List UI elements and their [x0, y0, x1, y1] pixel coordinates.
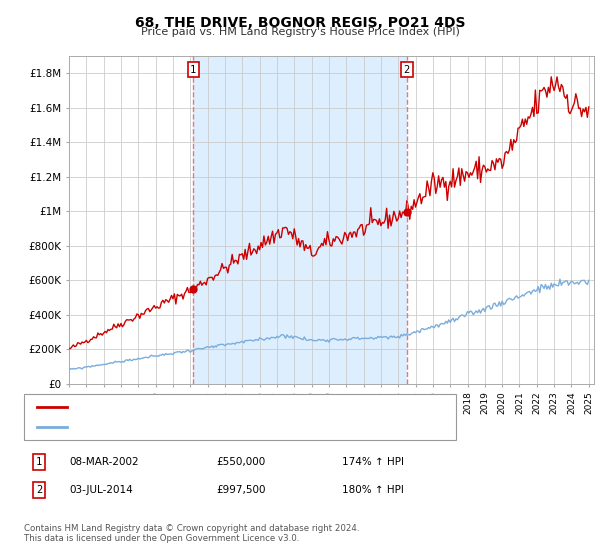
Text: £550,000: £550,000	[216, 457, 265, 467]
Text: 1: 1	[190, 65, 196, 75]
Text: 1: 1	[36, 457, 42, 467]
Text: Contains HM Land Registry data © Crown copyright and database right 2024.
This d: Contains HM Land Registry data © Crown c…	[24, 524, 359, 543]
Text: 68, THE DRIVE, BOGNOR REGIS, PO21 4DS: 68, THE DRIVE, BOGNOR REGIS, PO21 4DS	[135, 16, 465, 30]
Text: Price paid vs. HM Land Registry's House Price Index (HPI): Price paid vs. HM Land Registry's House …	[140, 27, 460, 37]
Text: 2: 2	[404, 65, 410, 75]
Bar	[193, 56, 407, 384]
Text: 180% ↑ HPI: 180% ↑ HPI	[342, 485, 404, 495]
Text: 68, THE DRIVE, BOGNOR REGIS, PO21 4DS (detached house): 68, THE DRIVE, BOGNOR REGIS, PO21 4DS (d…	[73, 402, 376, 412]
Text: 08-MAR-2002: 08-MAR-2002	[69, 457, 139, 467]
Text: 174% ↑ HPI: 174% ↑ HPI	[342, 457, 404, 467]
Text: HPI: Average price, detached house, Arun: HPI: Average price, detached house, Arun	[73, 422, 281, 432]
Text: £997,500: £997,500	[216, 485, 265, 495]
Text: 2: 2	[36, 485, 42, 495]
Text: 03-JUL-2014: 03-JUL-2014	[69, 485, 133, 495]
